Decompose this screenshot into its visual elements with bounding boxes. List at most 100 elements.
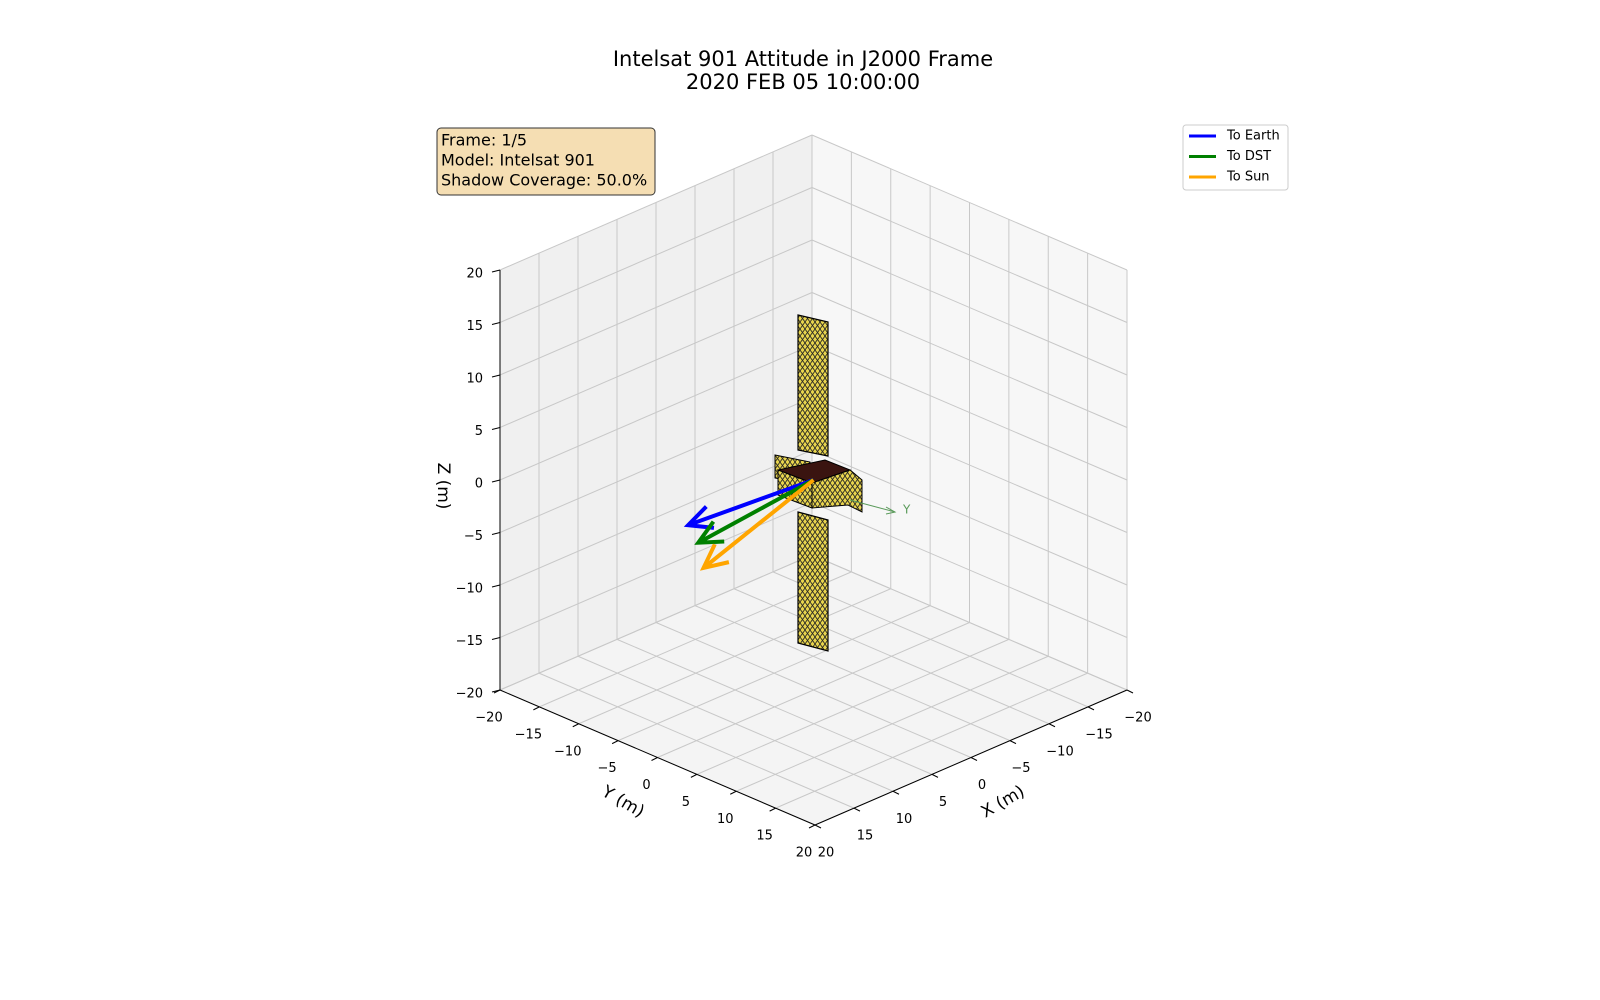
- grid-line: [696, 638, 1010, 775]
- z-tick-label: −20: [456, 687, 483, 702]
- grid-line: [811, 397, 1128, 533]
- z-tick: [491, 427, 501, 430]
- x-tick: [814, 824, 822, 829]
- z-tick: [491, 637, 501, 640]
- info-line: Shadow Coverage: 50.0%: [441, 171, 647, 190]
- grid-line: [499, 449, 813, 586]
- y-tick: [572, 723, 579, 728]
- grid-line: [811, 449, 1128, 586]
- x-tick-label: 5: [939, 795, 947, 810]
- y-tick-label: 5: [682, 795, 690, 810]
- info-box-frame: [436, 127, 656, 196]
- y-axis-label: Y (m): [597, 781, 647, 822]
- vector-arrow: [699, 478, 815, 571]
- grid-line: [499, 292, 813, 428]
- z-tick: [491, 689, 501, 693]
- vector-arrow: [694, 478, 815, 545]
- x-tick: [1048, 723, 1056, 728]
- y-tick-label: 0: [642, 778, 650, 793]
- grid-line: [499, 134, 813, 271]
- chart-title: Intelsat 901 Attitude in J2000 Frame: [613, 47, 993, 71]
- vectors: [683, 478, 815, 571]
- y-tick-label: −15: [515, 727, 542, 742]
- z-tick: [491, 322, 501, 325]
- x-tick-label: −10: [1046, 744, 1073, 759]
- x-tick-label: 0: [978, 778, 986, 793]
- z-tick-label: 20: [466, 267, 483, 282]
- x-tick: [970, 757, 978, 761]
- vector-arrow: [683, 478, 815, 530]
- z-axis-label: Z (m): [433, 463, 453, 510]
- grid-line: [617, 605, 931, 742]
- z-tick-label: 10: [466, 372, 483, 387]
- z-tick: [491, 584, 501, 588]
- info-line: Model: Intelsat 901: [441, 151, 595, 170]
- body-axis-label: Y: [902, 503, 911, 517]
- legend-label: To DST: [1226, 149, 1271, 164]
- y-tick-label: 20: [796, 846, 813, 861]
- grid-line: [775, 672, 1088, 809]
- y-tick: [690, 773, 698, 778]
- z-tick: [491, 269, 501, 273]
- grid-line: [811, 554, 1128, 691]
- y-tick: [769, 807, 776, 812]
- grid-line: [499, 239, 813, 376]
- x-tick: [1009, 740, 1017, 745]
- y-tick: [651, 757, 658, 761]
- x-tick-label: −5: [1011, 761, 1030, 776]
- y-tick-label: −10: [554, 744, 581, 759]
- info-box: Frame: 1/5 Model: Intelsat 901 Shadow Co…: [436, 127, 656, 196]
- x-tick-label: 20: [818, 846, 835, 861]
- y-tick-label: −20: [475, 711, 502, 726]
- y-tick-label: −5: [598, 761, 617, 776]
- y-tick: [730, 790, 737, 795]
- z-tick-label: −10: [456, 582, 483, 597]
- z-tick: [491, 374, 501, 378]
- z-tick: [491, 532, 501, 535]
- axis-line: [814, 689, 1128, 826]
- axis-line: [499, 689, 816, 826]
- y-tick: [533, 706, 540, 711]
- grid-line: [657, 622, 970, 758]
- body-face: [811, 469, 863, 513]
- grid-line: [499, 554, 813, 691]
- legend-frame: [1182, 124, 1289, 191]
- grid-line: [499, 397, 813, 533]
- x-tick-label: 15: [857, 829, 874, 844]
- axes: −20 −15 −10 −5 0 5 10 15 20 −20 −15 −10 −5 0 5 10 15 20 −2…: [433, 267, 1152, 861]
- body-axis-head: [885, 506, 897, 515]
- x-tick: [931, 773, 939, 778]
- satellite-model: Y: [774, 314, 911, 652]
- grid-line: [811, 344, 1128, 481]
- grid-line: [811, 292, 1128, 428]
- body-axis: [849, 499, 896, 513]
- legend: To Earth To DST To Sun: [1182, 124, 1289, 191]
- grid-line: [811, 187, 1128, 323]
- grid-line: [811, 502, 1128, 638]
- grid-line: [578, 588, 891, 725]
- y-tick-label: 10: [717, 812, 734, 827]
- z-tick-label: 0: [475, 477, 483, 492]
- grid-line: [811, 134, 1128, 271]
- x-tick: [853, 807, 861, 812]
- x-tick: [892, 790, 900, 795]
- x-tick-label: −15: [1085, 727, 1112, 742]
- info-line: Frame: 1/5: [441, 131, 527, 150]
- solar-panel: [797, 511, 829, 652]
- grid-line: [736, 655, 1049, 792]
- grid-line: [499, 187, 813, 323]
- y-tick: [611, 740, 619, 745]
- x-tick-label: −20: [1124, 711, 1151, 726]
- grid-line: [811, 239, 1128, 376]
- grid-line: [499, 344, 813, 481]
- y-tick: [808, 824, 816, 829]
- z-tick-label: 5: [475, 424, 483, 439]
- z-tick-label: −5: [464, 529, 483, 544]
- x-tick-label: 10: [896, 812, 913, 827]
- legend-label: To Sun: [1226, 170, 1270, 185]
- x-tick: [1126, 689, 1134, 694]
- z-tick-label: −15: [456, 634, 483, 649]
- z-tick-label: 15: [466, 319, 483, 334]
- y-tick-label: 15: [756, 829, 773, 844]
